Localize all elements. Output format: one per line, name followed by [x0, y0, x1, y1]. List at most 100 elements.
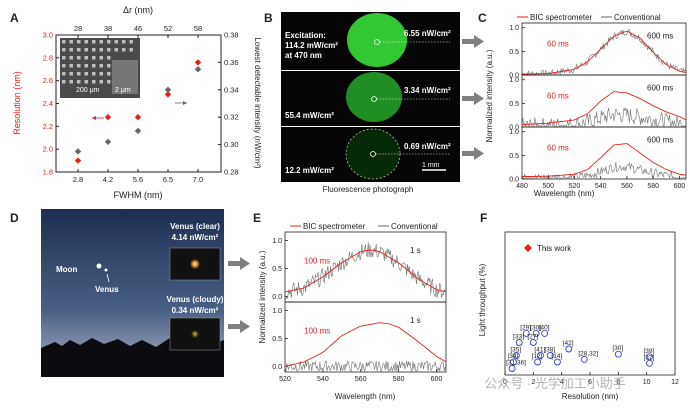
b-excitation-line2: 114.2 mW/cm²	[285, 41, 338, 50]
reference-marker	[553, 358, 561, 366]
reference-marker	[510, 358, 517, 366]
a-right-tick: 0.34	[224, 85, 239, 94]
resolution-marker	[104, 114, 112, 121]
b-intensity-2: 3.34 nW/cm²	[404, 86, 451, 95]
c-legend-bic: BIC spectrometer	[530, 13, 593, 22]
f-ylabel: Light throughput (%)	[478, 263, 487, 336]
a-top-tick: 38	[104, 24, 112, 33]
e-ylabel: Normalized intensity (a.u.)	[258, 250, 267, 343]
reference-label: [38]	[544, 347, 555, 354]
a-right-tick: 0.30	[224, 140, 239, 149]
moon-dot	[96, 263, 102, 269]
intensity-marker	[164, 86, 172, 93]
y-tick-label: 0.5	[509, 49, 519, 56]
d-venus-label: Venus	[95, 285, 119, 294]
arrow-right-head	[183, 101, 187, 105]
a-right-tick: 0.32	[224, 113, 239, 122]
reference-label: [41]	[534, 347, 545, 354]
d-venus-cloudy-value: 0.34 nW/cm²	[172, 306, 219, 315]
bic-trace	[284, 249, 447, 293]
reference-label: [39]	[644, 348, 655, 355]
conventional-trace	[284, 242, 447, 300]
reference-label: [27]	[527, 334, 538, 341]
x-tick-label: 560	[621, 183, 633, 190]
reference-label: [42]	[563, 340, 574, 347]
left-axis-label: Resolution (nm)	[12, 71, 22, 135]
reference-label: [30]	[612, 345, 623, 352]
a-left-tick: 2.8	[43, 53, 53, 62]
a-left-tick: 1.8	[43, 168, 53, 177]
reference-marker	[534, 358, 542, 366]
a-bottom-tick: 7.0	[193, 175, 203, 184]
f-x-tick: 10	[643, 379, 651, 386]
b-excitation-line3: at 470 nm	[285, 51, 322, 60]
reference-marker	[522, 329, 530, 337]
f-x-tick: 4	[560, 379, 564, 386]
f-x-tick: 0	[503, 379, 507, 386]
x-tick-label: 600	[431, 376, 443, 383]
spectrum-frame	[284, 301, 447, 373]
reference-marker	[536, 352, 544, 359]
reference-label: [12]	[532, 353, 543, 360]
y-tick-label: 0.5	[272, 336, 282, 343]
y-tick-label: 1.0	[509, 25, 519, 32]
spectrum-frame	[521, 126, 687, 180]
a-bottom-tick: 6.5	[163, 175, 173, 184]
conventional-trace	[521, 161, 687, 179]
inset-scale-2um: 2 μm	[115, 87, 131, 94]
d-moon-label: Moon	[56, 265, 77, 274]
a-top-tick: 58	[194, 24, 202, 33]
conventional-trace	[521, 107, 686, 128]
c-legend-conv: Conventional	[614, 13, 661, 22]
intensity-marker	[104, 138, 112, 146]
f-x-tick: 8	[616, 379, 620, 386]
a-right-tick: 0.38	[224, 31, 239, 40]
bottom-axis-label: FWHM (nm)	[114, 190, 163, 200]
bic-trace	[522, 91, 687, 126]
reference-label: [40]	[539, 324, 550, 331]
y-tick-label: 0.0	[509, 177, 519, 184]
resolution-marker	[134, 114, 142, 121]
bic-time-label: 100 ms	[304, 327, 330, 336]
bic-trace	[522, 143, 687, 178]
panel-a: 200 μm 2 μm Δr (nm) FWHM (nm) Resolution…	[12, 5, 262, 200]
x-tick-label: 540	[317, 376, 329, 383]
y-tick-label: 0.5	[509, 153, 519, 160]
panel-letter-f: F	[480, 211, 487, 225]
bic-trace	[521, 30, 687, 75]
a-right-tick: 0.28	[224, 168, 239, 177]
y-tick-label: 0.0	[272, 364, 282, 371]
y-tick-label: 1.0	[509, 77, 519, 84]
inset-scale-200um: 200 μm	[76, 87, 100, 94]
resolution-marker	[164, 91, 172, 98]
f-x-tick: 2	[531, 379, 535, 386]
right-axis-label: Lowest detectable intensity (nW/cm²)	[253, 37, 262, 168]
y-tick-label: 0.0	[272, 294, 282, 301]
e-legend-conv: Conventional	[391, 222, 438, 231]
reference-label: [37]	[644, 354, 655, 361]
b-excitation-2: 55.4 mW/cm²	[285, 111, 334, 120]
reference-marker	[546, 352, 554, 359]
x-tick-label: 520	[279, 376, 291, 383]
reference-label: [35]	[510, 347, 521, 354]
bic-trace	[284, 322, 447, 367]
a-right-tick: 0.36	[224, 58, 239, 67]
reference-label: [28,32]	[578, 350, 598, 357]
bic-time-label: 100 ms	[304, 257, 330, 266]
a-left-tick: 2.0	[43, 145, 53, 154]
bic-time-label: 60 ms	[547, 39, 569, 48]
e-legend-bic: BIC spectrometer	[303, 222, 366, 231]
d-venus-clear-value: 4.14 nW/cm²	[172, 233, 219, 242]
conv-time-label: 600 ms	[647, 84, 673, 93]
panel-c: 0.0 0.5 1.0 60 ms 600 ms 0.0 0.5 1.0 60 ms 600 ms…	[485, 13, 687, 198]
d-venus-clear-title: Venus (clear)	[170, 222, 220, 231]
green-spot-2	[346, 72, 402, 122]
y-tick-label: 0.0	[509, 73, 519, 80]
y-tick-label: 1.0	[272, 238, 282, 245]
f-x-tick: 12	[671, 379, 679, 386]
panel-b: Excitation: 114.2 mW/cm² at 470 nm 6.55 …	[281, 12, 484, 194]
reference-marker	[515, 339, 523, 346]
conventional-trace	[521, 29, 687, 75]
resolution-marker	[194, 59, 202, 66]
